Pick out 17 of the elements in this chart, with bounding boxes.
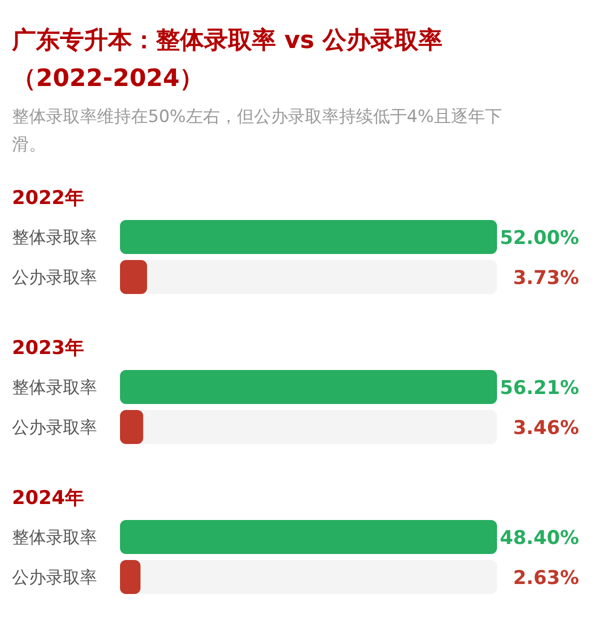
text: 整体录取率维持在50%左右，但公办录取率持续低于4%且逐年下滑。	[12, 107, 502, 155]
y-tick-label: 整体录取率	[12, 378, 97, 398]
chart-title: 2022年	[12, 187, 84, 209]
y-tick-label: 公办录取率	[12, 418, 97, 438]
data-label: 56.21%	[500, 377, 579, 399]
data-label: 3.73%	[513, 267, 579, 289]
data-label: 48.40%	[500, 527, 579, 549]
text: 广东专升本：整体录取率 vs 公办录取率（2022-2024）	[11, 26, 443, 92]
data-label: 2.63%	[513, 567, 579, 589]
y-tick-label: 整体录取率	[12, 528, 97, 548]
chart-title: 2023年	[12, 337, 84, 359]
data-label: 3.46%	[513, 417, 579, 439]
data-label: 52.00%	[500, 227, 579, 249]
y-tick-label: 整体录取率	[12, 228, 97, 248]
y-tick-label: 公办录取率	[12, 568, 97, 588]
y-tick-label: 公办录取率	[12, 268, 97, 288]
chart-title: 2024年	[12, 487, 84, 509]
